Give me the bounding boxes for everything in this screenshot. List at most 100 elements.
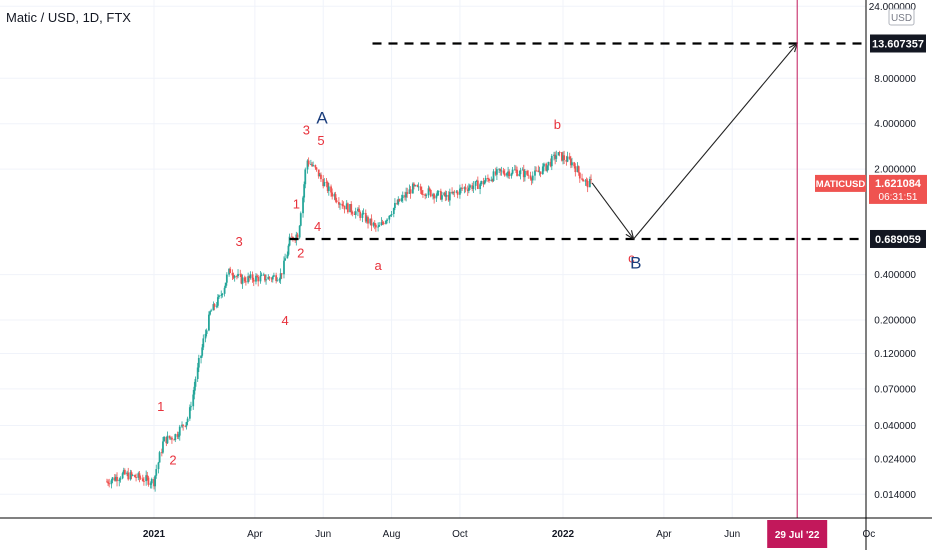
candle-body: [377, 226, 380, 228]
ticker-badge: [815, 174, 866, 192]
candle-body: [315, 167, 318, 170]
candle-body: [565, 159, 568, 162]
candle-body: [323, 182, 326, 187]
price-tick-label: 0.014000: [874, 490, 916, 501]
candle-body: [586, 180, 589, 188]
price-tick-label: 2.000000: [874, 165, 916, 176]
price-tick-label: 8.000000: [874, 74, 916, 85]
candle-body: [406, 192, 409, 194]
candle-body: [137, 473, 140, 478]
candle-body: [354, 211, 357, 215]
candle-body: [145, 475, 148, 482]
candle-body: [150, 478, 153, 484]
candle-body: [320, 174, 322, 180]
candle-body: [243, 277, 246, 282]
candle-body: [194, 379, 197, 387]
candle-body: [404, 195, 406, 198]
candle-body: [441, 195, 443, 200]
candle-body: [419, 186, 422, 191]
candle-body: [346, 203, 349, 213]
target-price-label-bg: [870, 34, 926, 53]
candle-body: [224, 282, 227, 288]
candle-body: [388, 215, 391, 220]
time-tick-label: Apr: [247, 529, 263, 540]
candle-body: [433, 194, 436, 199]
candle-body: [475, 180, 478, 182]
candle-body: [557, 152, 560, 156]
candle-body: [573, 162, 576, 167]
candle-body: [519, 170, 522, 175]
candle-body: [476, 180, 479, 189]
candle-body: [545, 163, 548, 171]
candle-body: [367, 217, 369, 224]
candle-body: [382, 222, 385, 224]
wave-label: 5: [317, 133, 324, 148]
candle-body: [398, 198, 401, 202]
candle-body: [359, 212, 362, 218]
target-price-label: 13.607357: [872, 38, 924, 50]
candle-body: [549, 161, 552, 167]
candle-body: [163, 436, 165, 442]
wave-label: a: [374, 258, 382, 273]
candle-body: [165, 436, 168, 444]
candle-body: [239, 273, 242, 275]
candle-body: [275, 275, 278, 281]
candle-body: [498, 168, 501, 170]
currency-box: [888, 8, 915, 26]
candle-body: [129, 472, 132, 480]
candle-body: [138, 473, 141, 478]
candle-body: [397, 198, 400, 205]
candle-body: [317, 169, 320, 177]
time-tick-label: 2022: [552, 529, 575, 540]
candle-body: [361, 213, 364, 218]
candle-body: [472, 185, 475, 190]
countdown-label: 06:31:51: [879, 192, 918, 203]
candle-body: [386, 219, 388, 221]
candle-body: [215, 305, 218, 307]
candle-body: [174, 434, 177, 440]
candle-body: [108, 483, 111, 485]
candle-body: [414, 185, 416, 186]
candle-body: [153, 478, 155, 487]
candle-body: [146, 475, 149, 478]
candle-body: [221, 293, 224, 296]
candle-body: [304, 169, 307, 185]
wave-label: 1: [157, 399, 164, 414]
candle-body: [547, 161, 550, 166]
last-price-badge: [869, 174, 927, 204]
candle-body: [249, 274, 252, 278]
candle-body: [192, 394, 195, 407]
candle-body: [251, 274, 254, 280]
candle-body: [471, 185, 474, 190]
candle-body: [107, 481, 109, 484]
price-tick-label: 0.070000: [874, 384, 916, 395]
candle-body: [381, 222, 384, 223]
wave-label: 2: [297, 245, 304, 260]
candle-body: [553, 154, 555, 156]
candle-body: [394, 202, 396, 208]
candle-body: [288, 236, 291, 246]
candle-body: [220, 295, 223, 296]
candle-body: [571, 162, 573, 166]
candle-body: [228, 268, 230, 275]
candle-body: [330, 186, 332, 193]
candle-body: [312, 165, 315, 166]
candle-body: [443, 192, 446, 196]
candle-body: [131, 474, 134, 476]
candle-body: [550, 155, 553, 167]
candle-body: [483, 181, 486, 185]
candle-body: [193, 386, 196, 395]
candle-body: [503, 173, 506, 176]
candle-body: [233, 276, 236, 278]
candle-body: [190, 406, 192, 408]
candle-body: [135, 477, 137, 478]
candle-body: [510, 173, 513, 177]
candle-body: [290, 236, 293, 238]
candle-body: [390, 213, 393, 216]
candle-body: [370, 218, 373, 226]
candle-body: [126, 472, 129, 475]
candle-body: [507, 171, 509, 174]
candle-body: [166, 435, 169, 444]
